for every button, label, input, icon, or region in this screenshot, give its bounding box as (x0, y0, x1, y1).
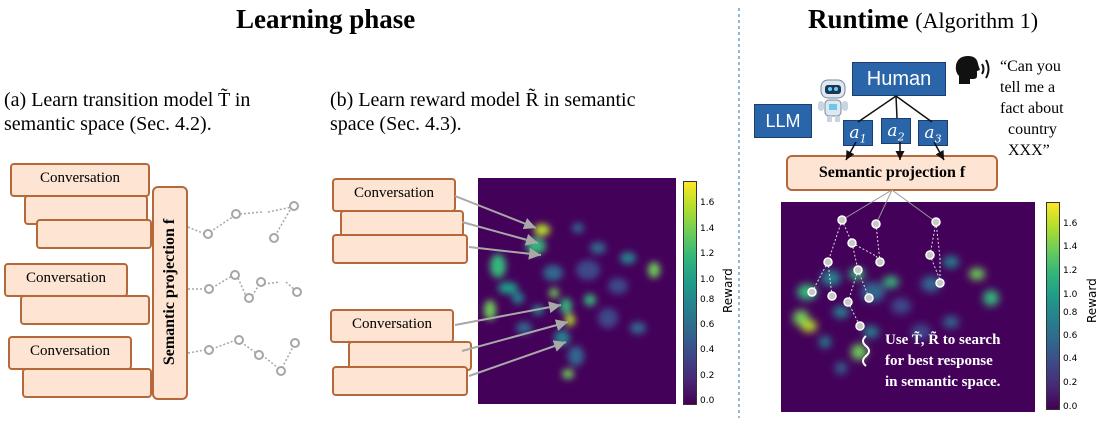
user-quote: “Can you tell me a fact about country XX… (1000, 56, 1064, 161)
conversation-label: Conversation (354, 185, 434, 201)
colorbar-tick: 0.8 (1063, 308, 1078, 318)
panel-a-line2: semantic space (Sec. 4.2). (4, 113, 212, 135)
colorbar-tick: 0.4 (1063, 354, 1078, 364)
human-box: Human (852, 62, 946, 96)
llm-box: LLM (754, 104, 812, 138)
trajectory-1 (187, 206, 293, 237)
colorbar-tick: 1.0 (700, 275, 715, 285)
conversation-label: Conversation (26, 270, 106, 286)
colorbar-tick: 1.4 (1063, 242, 1078, 252)
quote-line: XXX” (1008, 142, 1050, 159)
quote-line: tell me a (1000, 79, 1056, 96)
semantic-projection-label: Semantic projection f (818, 164, 966, 181)
colorbar-tick: 1.2 (700, 249, 715, 259)
conversation-box-shadow (20, 295, 150, 325)
colorbar-tick: 1.0 (1063, 290, 1078, 300)
runtime-title-bold: Runtime (808, 4, 909, 34)
conversation-box: Conversation (4, 263, 128, 297)
colorbar-tick: 0.2 (1063, 378, 1078, 388)
panel-b-line1: (b) Learn reward model R̃ in semantic (330, 89, 636, 111)
panel-b-line2: space (Sec. 4.3). (330, 113, 462, 135)
robot-icon (812, 78, 854, 124)
search-tree-nodes (807, 215, 945, 331)
colorbar-tick: 1.6 (1063, 219, 1078, 229)
quote-line: “Can you (1000, 58, 1061, 75)
colorbar-tick: 0.0 (700, 396, 715, 406)
colorbar-tick: 0.6 (700, 320, 715, 330)
runtime-title-suffix: (Algorithm 1) (915, 8, 1039, 33)
action-box-a3: a3 (918, 120, 948, 146)
panel-a-line1: (a) Learn transition model T̃ in (4, 89, 251, 111)
colorbar-tick: 0.4 (700, 345, 715, 355)
search-tree-edges (811, 219, 941, 327)
human-action-lines (857, 95, 933, 123)
projection-lines (841, 189, 937, 225)
conversation-box-shadow (332, 234, 468, 264)
colorbar-tick: 0.0 (1063, 402, 1078, 412)
search-note-line: for best response (885, 353, 993, 369)
conversation-label: Conversation (30, 343, 110, 359)
colorbar-learning (683, 181, 697, 405)
conversation-box-shadow (36, 219, 152, 249)
conversation-box: Conversation (10, 163, 150, 197)
colorbar-runtime (1046, 202, 1060, 410)
speaking-head-icon (953, 54, 993, 90)
colorbar-tick: 1.6 (700, 198, 715, 208)
search-note-line: in semantic space. (885, 374, 1001, 390)
colorbar-tick: 0.2 (700, 371, 715, 381)
colorbar-tick: 1.2 (1063, 266, 1078, 276)
search-note: Use T̃, R̃ to search for best response i… (885, 330, 1000, 393)
action-box-a2: a2 (881, 118, 911, 144)
trajectory-2 (188, 275, 296, 297)
semantic-projection-vertical: Semantic projection f (152, 186, 188, 400)
conversation-box-shadow (22, 368, 152, 398)
colorbar-tick: 0.6 (1063, 331, 1078, 341)
runtime-title: Runtime (Algorithm 1) (808, 4, 1038, 35)
conversation-box-shadow (332, 366, 468, 396)
trajectory-nodes (203, 201, 302, 376)
reward-arrows (454, 195, 569, 377)
reward-heatmap (478, 178, 676, 404)
quote-line: fact about (1000, 100, 1064, 117)
search-squiggle (862, 335, 870, 367)
trajectory-3 (187, 339, 295, 369)
learning-phase-title: Learning phase (236, 4, 416, 34)
action-box-a1: a1 (843, 120, 873, 146)
panel-a-caption: (a) Learn transition model T̃ in semanti… (4, 88, 324, 136)
conversation-label: Conversation (40, 170, 120, 186)
quote-line: country (1008, 121, 1057, 138)
colorbar-tick: 1.4 (700, 224, 715, 234)
heatmap-blobs (484, 223, 660, 379)
action-projection-arrows (845, 141, 945, 161)
panel-b-caption: (b) Learn reward model R̃ in semantic sp… (330, 88, 730, 136)
conversation-label: Conversation (352, 316, 432, 332)
search-note-line: Use T̃, R̃ to search (885, 332, 1001, 348)
colorbar-runtime-ticks: 0.0 0.2 0.4 0.6 0.8 1.0 1.2 1.4 1.6 (1063, 202, 1093, 412)
colorbar-learning-ticks: 0.0 0.2 0.4 0.6 0.8 1.0 1.2 1.4 1.6 (700, 181, 730, 406)
colorbar-tick: 0.8 (700, 295, 715, 305)
